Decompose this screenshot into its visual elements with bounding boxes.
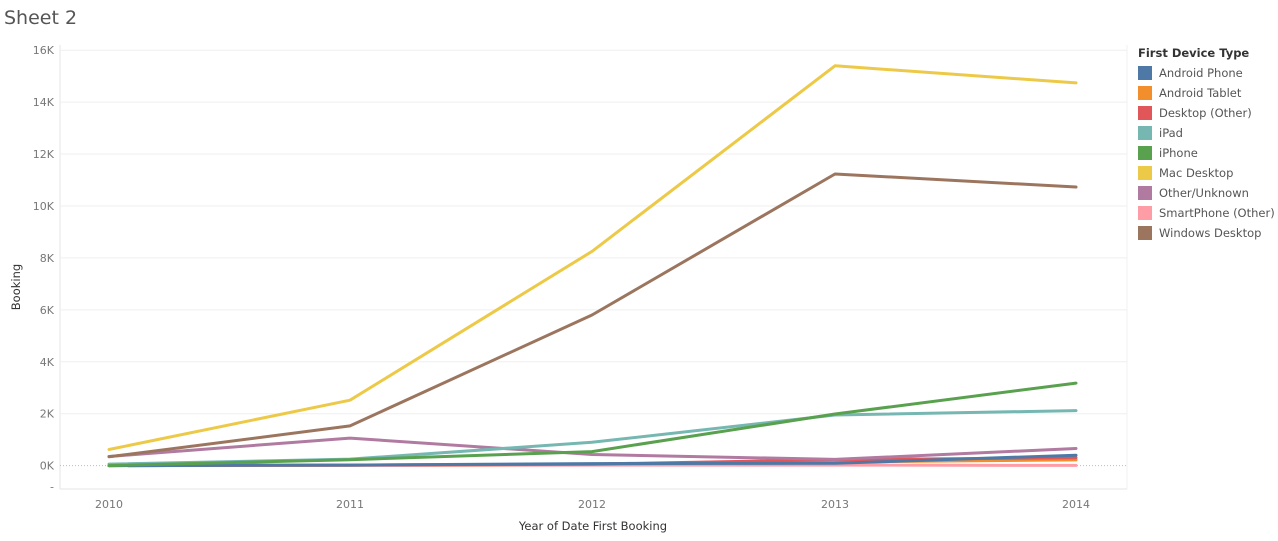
x-tick-label: 2012 — [578, 498, 606, 511]
legend-label: iPad — [1159, 126, 1183, 140]
y-tick-label: 6K — [40, 304, 55, 317]
legend-label: Other/Unknown — [1159, 186, 1249, 200]
series-line-mac-desktop — [107, 64, 1078, 451]
y-axis-title: Booking — [9, 264, 23, 310]
y-tick-label: 0K — [40, 460, 55, 473]
legend-item[interactable]: Android Phone — [1138, 63, 1276, 83]
series-line-other-unknown — [107, 436, 1078, 461]
y-tick-label: 10K — [33, 200, 55, 213]
legend-label: iPhone — [1159, 146, 1198, 160]
y-tick-label: 14K — [33, 96, 55, 109]
line-chart: 0K 2K 4K 6K 8K 10K 12K 14K 16K - 2010 2011 2012 2013 2… — [9, 44, 1128, 533]
legend-label: Android Tablet — [1159, 86, 1242, 100]
legend-item[interactable]: Mac Desktop — [1138, 163, 1276, 183]
legend-item[interactable]: Other/Unknown — [1138, 183, 1276, 203]
x-tick-label: 2010 — [95, 498, 123, 511]
y-tick-label: 8K — [40, 252, 55, 265]
legend-item[interactable]: Windows Desktop — [1138, 223, 1276, 243]
y-tick-label: - — [50, 480, 54, 493]
legend-swatch — [1138, 166, 1152, 180]
legend: First Device Type Android Phone Android T… — [1138, 46, 1276, 243]
legend-swatch — [1138, 186, 1152, 200]
legend-item[interactable]: Android Tablet — [1138, 83, 1276, 103]
legend-label: Desktop (Other) — [1159, 106, 1252, 120]
y-tick-label: 12K — [33, 148, 55, 161]
x-tick-label: 2011 — [336, 498, 364, 511]
x-tick-label: 2013 — [821, 498, 849, 511]
legend-swatch — [1138, 146, 1152, 160]
series-line-iphone — [107, 381, 1078, 468]
series-line-windows-desktop — [107, 172, 1078, 459]
y-tick-label: 2K — [40, 408, 55, 421]
legend-item[interactable]: Desktop (Other) — [1138, 103, 1276, 123]
y-tick-label: 16K — [33, 44, 55, 57]
sheet-title: Sheet 2 — [4, 7, 78, 29]
series-line-android-phone — [107, 453, 1078, 468]
legend-title: First Device Type — [1138, 46, 1250, 60]
y-tick-label: 4K — [40, 356, 55, 369]
legend-label: Android Phone — [1159, 66, 1243, 80]
legend-item[interactable]: iPad — [1138, 123, 1276, 143]
legend-swatch — [1138, 66, 1152, 80]
legend-swatch — [1138, 126, 1152, 140]
legend-swatch — [1138, 206, 1152, 220]
legend-swatch — [1138, 106, 1152, 120]
x-tick-label: 2014 — [1062, 498, 1090, 511]
legend-label: Mac Desktop — [1159, 166, 1234, 180]
legend-label: SmartPhone (Other) — [1159, 206, 1275, 220]
legend-swatch — [1138, 226, 1152, 240]
legend-items: Android Phone Android Tablet Desktop (Othe… — [1138, 63, 1276, 243]
x-axis-title: Year of Date First Booking — [518, 519, 667, 533]
legend-item[interactable]: SmartPhone (Other) — [1138, 203, 1276, 223]
legend-swatch — [1138, 86, 1152, 100]
legend-label: Windows Desktop — [1159, 226, 1262, 240]
legend-item[interactable]: iPhone — [1138, 143, 1276, 163]
